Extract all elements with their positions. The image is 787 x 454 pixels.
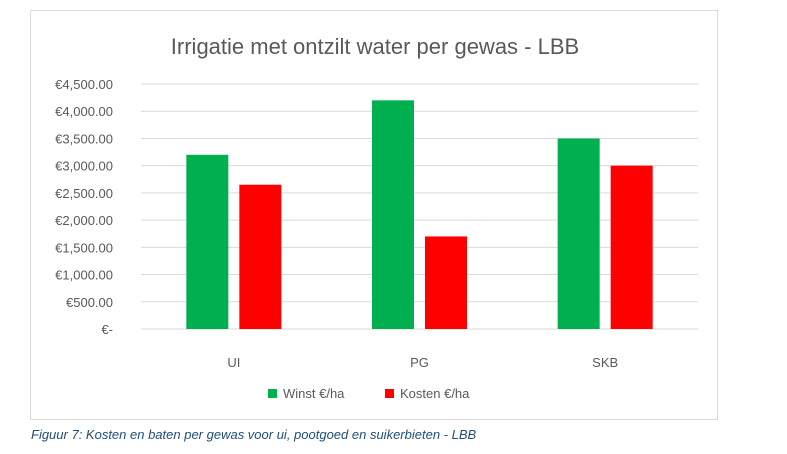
bar-pg-winst bbox=[372, 100, 414, 329]
bar-pg-kosten bbox=[425, 236, 467, 329]
y-axis-ticks: €- €500.00 €1,000.00 €1,500.00 €2,000.00 €2,5… bbox=[55, 77, 113, 337]
y-tick-label: €4,000.00 bbox=[55, 104, 113, 119]
bars bbox=[186, 100, 653, 329]
y-tick-label: €1,000.00 bbox=[55, 268, 113, 283]
legend-label: Winst €/ha bbox=[283, 386, 345, 401]
legend-swatch bbox=[385, 389, 394, 398]
legend-swatch bbox=[268, 389, 277, 398]
bar-skb-winst bbox=[557, 138, 600, 329]
chart-frame: Irrigatie met ontzilt water per gewas - … bbox=[30, 10, 718, 420]
bar-chart: Irrigatie met ontzilt water per gewas - … bbox=[55, 34, 698, 401]
x-axis-categories: UI PG SKB bbox=[227, 355, 618, 370]
y-tick-label: €1,500.00 bbox=[55, 240, 113, 255]
gridlines bbox=[141, 83, 698, 330]
y-tick-label: €2,000.00 bbox=[55, 213, 113, 228]
y-tick-label: €3,500.00 bbox=[55, 131, 113, 146]
bar-ui-winst bbox=[186, 154, 229, 329]
x-category-label: UI bbox=[227, 355, 240, 370]
bar-skb-kosten bbox=[610, 165, 653, 329]
legend-label: Kosten €/ha bbox=[400, 386, 470, 401]
bar-ui-kosten bbox=[239, 184, 282, 329]
legend: Winst €/ha Kosten €/ha bbox=[268, 386, 470, 401]
y-tick-label: €- bbox=[101, 322, 113, 337]
y-tick-label: €3,000.00 bbox=[55, 159, 113, 174]
y-tick-label: €500.00 bbox=[66, 295, 113, 310]
x-category-label: SKB bbox=[592, 355, 618, 370]
x-category-label: PG bbox=[410, 355, 429, 370]
chart-title: Irrigatie met ontzilt water per gewas - … bbox=[171, 34, 579, 59]
y-tick-label: €4,500.00 bbox=[55, 77, 113, 92]
figure-caption: Figuur 7: Kosten en baten per gewas voor… bbox=[31, 427, 477, 442]
y-tick-label: €2,500.00 bbox=[55, 186, 113, 201]
